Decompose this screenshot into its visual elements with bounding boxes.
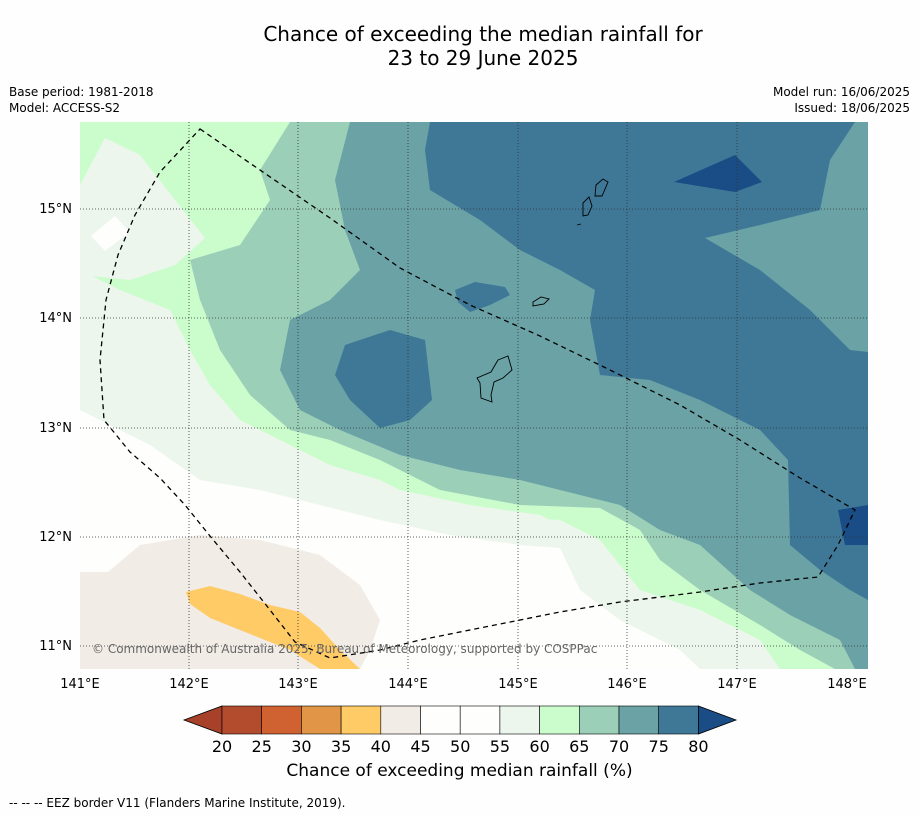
lon-label: 145°E <box>498 677 538 692</box>
island-tinian <box>594 178 609 197</box>
contour-35-40 <box>186 586 360 669</box>
island-aguijan <box>576 223 582 226</box>
lon-labels: 141°E 142°E 143°E 144°E 145°E 146°E 147°… <box>60 677 867 692</box>
colorbar-tick-label: 20 <box>212 737 232 756</box>
colorbar-segment <box>539 705 580 735</box>
lon-label: 147°E <box>717 677 757 692</box>
title-line-2: 23 to 29 June 2025 <box>387 46 579 70</box>
colorbar-arrow-high <box>698 705 738 735</box>
colorbar-title: Chance of exceeding median rainfall (%) <box>286 761 633 781</box>
footer-note: -- -- -- EEZ border V11 (Flanders Marine… <box>9 796 346 810</box>
colorbar-arrow-low <box>182 705 223 735</box>
colorbar-segment <box>578 705 620 735</box>
copyright-text: © Commonwealth of Australia 2025, Bureau… <box>92 642 597 656</box>
island-guam <box>476 355 513 403</box>
colorbar-tick-label: 45 <box>410 737 430 756</box>
colorbar-ticks: 20 25 30 35 40 45 50 55 60 65 70 75 80 <box>212 737 709 756</box>
lon-label: 143°E <box>278 677 318 692</box>
colorbar-segment <box>420 705 461 735</box>
colorbar-segment <box>301 705 342 735</box>
lon-label: 144°E <box>388 677 428 692</box>
lon-label: 142°E <box>169 677 209 692</box>
meta-left: Base period: 1981-2018 Model: ACCESS-S2 <box>9 84 154 116</box>
island-saipan <box>582 196 593 217</box>
colorbar-tick-label: 35 <box>331 737 351 756</box>
lat-label: 11°N <box>39 639 72 654</box>
colorbar-tick-label: 80 <box>688 737 708 756</box>
colorbar-tick-label: 65 <box>569 737 589 756</box>
colorbar-tick-label: 40 <box>371 737 391 756</box>
colorbar-tick-label: 55 <box>490 737 510 756</box>
colorbar-segment <box>459 705 501 735</box>
colorbar <box>182 705 738 735</box>
colorbar-tick-label: 30 <box>291 737 311 756</box>
colorbar-tick-label: 25 <box>252 737 272 756</box>
lat-labels: 15°N 14°N 13°N 12°N 11°N <box>39 202 72 654</box>
island-rota <box>532 296 550 307</box>
lat-label: 14°N <box>39 311 72 326</box>
islands <box>476 178 609 403</box>
lat-label: 13°N <box>39 421 72 436</box>
rainfall-contours <box>80 122 868 669</box>
lon-label: 146°E <box>607 677 647 692</box>
model-run: Model run: 16/06/2025 <box>772 85 910 99</box>
contour-75-80-blob <box>335 330 432 428</box>
colorbar-segment <box>221 705 263 735</box>
colorbar-segment <box>618 705 660 735</box>
meta-right: Model run: 16/06/2025 Issued: 18/06/2025 <box>773 84 910 116</box>
contour-50-55-left <box>91 216 130 251</box>
colorbar-segment <box>658 705 699 735</box>
contour-75-80-main <box>425 122 868 600</box>
eez-border <box>99 128 856 659</box>
lon-label: 148°E <box>827 677 867 692</box>
colorbar-tick-label: 60 <box>529 737 549 756</box>
contour-80-right <box>838 505 868 545</box>
colorbar-tick-label: 50 <box>450 737 470 756</box>
contour-80-top <box>674 155 762 192</box>
title-line-1: Chance of exceeding the median rainfall … <box>263 22 703 46</box>
lat-label: 12°N <box>39 530 72 545</box>
colorbar-segment <box>499 705 540 735</box>
colorbar-segment <box>261 705 302 735</box>
issued-date: Issued: 18/06/2025 <box>794 101 910 115</box>
colorbar-segment <box>340 705 382 735</box>
lon-label: 141°E <box>60 677 100 692</box>
model-name: Model: ACCESS-S2 <box>9 101 121 115</box>
contour-75-80-small <box>455 282 510 312</box>
base-period: Base period: 1981-2018 <box>9 85 154 99</box>
map-title: Chance of exceeding the median rainfall … <box>0 22 919 70</box>
colorbar-segment <box>380 705 421 735</box>
colorbar-tick-label: 75 <box>649 737 669 756</box>
colorbar-tick-label: 70 <box>609 737 629 756</box>
graticule <box>80 122 868 669</box>
lat-label: 15°N <box>39 202 72 217</box>
